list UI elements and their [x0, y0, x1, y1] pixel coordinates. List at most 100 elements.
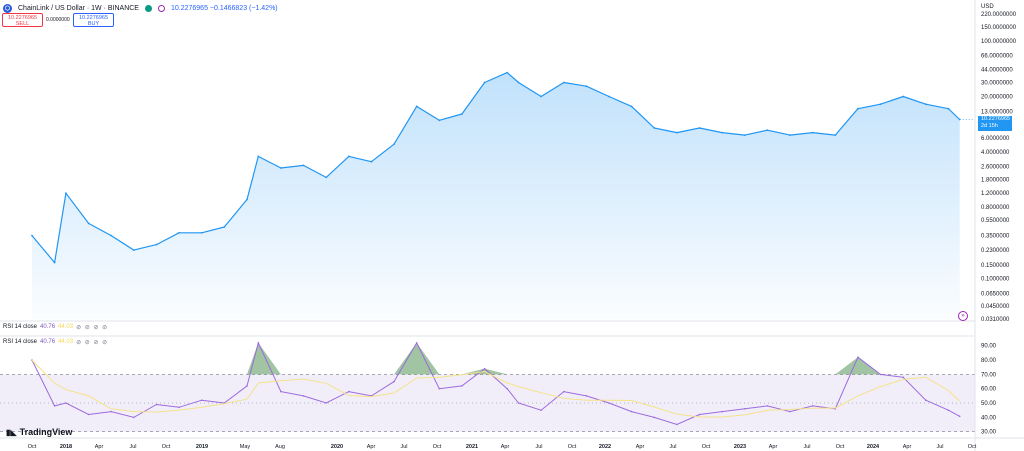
time-axis-label: 2019 — [196, 444, 208, 450]
rsi-pane[interactable] — [0, 341, 975, 433]
rsi-legend-label: RSI 14 close — [3, 324, 38, 330]
price-axis-label: 6.0000000 — [981, 136, 1010, 142]
time-axis-label: Oct — [28, 444, 37, 450]
price-point — [924, 103, 927, 106]
rsi-overbought-fill — [246, 342, 281, 375]
rsi-legend-icons[interactable]: ⊘ ⊘ ⊘ ⊘ — [76, 325, 109, 331]
price-area-fill — [32, 72, 960, 319]
rsi-point — [506, 387, 509, 390]
price-point — [947, 107, 950, 110]
rsi-point — [246, 385, 248, 387]
price-point — [325, 176, 328, 179]
rsi-legend-label: RSI 14 close — [3, 339, 38, 345]
price-point — [155, 243, 158, 246]
rsi-point — [811, 405, 814, 407]
rsi-point — [766, 405, 769, 407]
goto-realtime-button[interactable]: » — [958, 311, 968, 321]
rsi-point — [721, 410, 723, 413]
symbol-header: ⬡ ChainLink / US Dollar · 1W · BINANCE 1… — [3, 2, 278, 14]
price-point — [415, 105, 418, 108]
time-axis-label: Oct — [568, 444, 577, 450]
rsi-legend[interactable]: RSI 14 close 40.76 44.03 ⊘ ⊘ ⊘ ⊘ — [3, 339, 108, 346]
share-icon[interactable] — [157, 4, 165, 12]
rsi-point — [200, 399, 203, 402]
price-point — [857, 107, 859, 110]
rsi-axis-label: 90.00 — [981, 344, 997, 350]
rsi-point — [483, 367, 486, 370]
price-point — [630, 105, 633, 108]
price-axis-label: 0.1000000 — [981, 277, 1010, 283]
rsi-point — [925, 399, 927, 402]
time-axis-label: 2018 — [60, 444, 72, 450]
price-line — [31, 72, 961, 264]
rsi-legend-value: 40.76 — [40, 339, 56, 345]
rsi-point — [857, 356, 859, 359]
rsi-point — [517, 402, 520, 404]
price-axis-label: 0.0650000 — [981, 292, 1010, 298]
price-point — [766, 129, 769, 132]
currency-selector[interactable]: USD — [981, 4, 994, 10]
buy-button[interactable]: 10.2276965 BUY — [73, 13, 114, 27]
price-change: 10.2276965 −0.1466823 (−1.42%) — [170, 4, 278, 12]
price-point — [438, 119, 441, 122]
tradingview-logo[interactable]: ▮◣ TradingView — [6, 427, 72, 437]
time-axis-label: Oct — [162, 444, 171, 450]
rsi-point — [653, 416, 656, 419]
price-point — [53, 261, 56, 264]
rsi-axis-label: 60.00 — [981, 387, 997, 393]
chainlink-logo-icon: ⬡ — [3, 3, 12, 13]
rsi-point — [438, 387, 441, 390]
price-axis-label: 0.3500000 — [981, 234, 1010, 240]
price-point — [608, 95, 610, 98]
last-price-tag: 10.2276965 2d 15h — [978, 116, 1012, 131]
time-axis-label: Oct — [433, 444, 442, 450]
rsi-line — [31, 341, 960, 426]
rsi-point — [155, 403, 158, 406]
buy-price: 10.2276965 — [78, 15, 109, 21]
time-axis-label: Aug — [275, 444, 285, 450]
price-axis-label: 13.0000000 — [981, 109, 1013, 115]
price-point — [698, 127, 701, 129]
price-point — [31, 234, 33, 237]
rsi-point — [585, 395, 588, 397]
rsi-point — [393, 380, 395, 383]
rsi-point — [461, 385, 463, 387]
rsi-point — [879, 373, 882, 376]
time-axis-label: Apr — [501, 444, 510, 450]
price-point — [879, 103, 882, 106]
symbol-title[interactable]: ChainLink / US Dollar · 1W · BINANCE — [18, 4, 139, 12]
rsi-overbought-fill — [835, 357, 881, 375]
price-point — [223, 226, 226, 228]
price-axis-label: 0.0450000 — [981, 304, 1010, 310]
last-price-value: 10.2276965 — [981, 116, 1011, 122]
price-axis-label: 1.2000000 — [981, 191, 1010, 197]
price-axis-label: 0.0310000 — [981, 317, 1010, 323]
buy-label: BUY — [87, 21, 100, 27]
price-point — [370, 160, 373, 163]
rsi-legend-ma: 44.03 — [58, 324, 74, 330]
price-point — [676, 131, 678, 134]
rsi-point — [280, 390, 282, 393]
price-point — [302, 164, 305, 167]
rsi-point — [87, 413, 90, 416]
time-axis-label: Jul — [535, 444, 542, 450]
rsi-ma-line — [31, 359, 961, 418]
time-axis-label: 2021 — [466, 444, 478, 450]
price-point — [257, 155, 260, 158]
time-axis-label: Oct — [836, 444, 845, 450]
price-point — [178, 231, 181, 234]
rsi-axis-label: 30.00 — [981, 430, 997, 436]
time-axis-label: Apr — [367, 444, 376, 450]
tradingview-wordmark: TradingView — [19, 427, 73, 437]
rsi-legend-collapsed[interactable]: RSI 14 close 40.76 44.03 ⊘ ⊘ ⊘ ⊘ — [3, 324, 108, 331]
price-pane[interactable] — [31, 71, 975, 319]
rsi-axis-label: 70.00 — [981, 372, 997, 378]
time-axis-label: Jul — [400, 444, 407, 450]
price-point — [506, 71, 509, 74]
price-axis-label: 0.1500000 — [981, 263, 1010, 269]
price-axis-label: 66.0000000 — [981, 53, 1013, 59]
rsi-legend-icons[interactable]: ⊘ ⊘ ⊘ ⊘ — [76, 340, 109, 346]
rsi-point — [110, 410, 112, 413]
sell-button[interactable]: 10.2276965 SELL — [2, 13, 43, 27]
